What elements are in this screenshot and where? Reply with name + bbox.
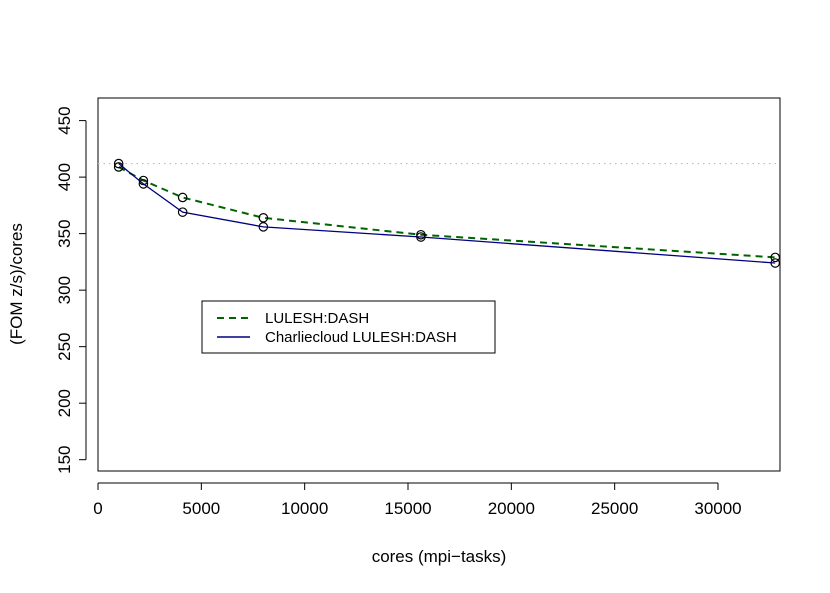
x-tick-label: 0 [93, 499, 102, 518]
legend-label-lulesh-dash: LULESH:DASH [265, 310, 369, 327]
data-point [177, 192, 188, 203]
legend-box [201, 300, 496, 354]
x-tick-label: 30000 [694, 499, 741, 518]
data-point [177, 207, 188, 217]
x-tick-label: 5000 [182, 499, 220, 518]
data-point [113, 158, 124, 169]
data-point [138, 179, 149, 189]
y-tick-label: 200 [55, 389, 74, 417]
data-point [258, 213, 269, 223]
y-tick-label: 150 [55, 446, 74, 474]
x-tick-label: 15000 [384, 499, 431, 518]
plot-frame [97, 97, 781, 472]
data-point [770, 258, 781, 268]
y-tick-label: 400 [55, 163, 74, 191]
legend-label-charliecloud: Charliecloud LULESH:DASH [265, 329, 457, 346]
x-tick-label: 20000 [488, 499, 535, 518]
x-tick-label: 25000 [591, 499, 638, 518]
y-tick-label: 250 [55, 332, 74, 360]
y-tick-label: 300 [55, 276, 74, 304]
data-point [258, 222, 269, 232]
x-tick-label: 10000 [281, 499, 328, 518]
data-point [770, 252, 781, 263]
series-line-lulesh-dash [118, 166, 776, 259]
data-point [416, 232, 426, 242]
x-axis-title: cores (mpi−tasks) [372, 547, 507, 566]
x-axis: 0 5000 10000 15000 20000 25000 30000 [93, 482, 742, 518]
series-layer [113, 158, 781, 268]
y-axis: 150 200 250 300 350 400 450 [55, 106, 87, 474]
series-line-charliecloud [118, 163, 776, 264]
y-tick-label: 350 [55, 219, 74, 247]
y-tick-label: 450 [55, 106, 74, 134]
legend: LULESH:DASH Charliecloud LULESH:DASH [201, 300, 496, 354]
y-axis-title: (FOM z/s)/cores [7, 223, 26, 345]
